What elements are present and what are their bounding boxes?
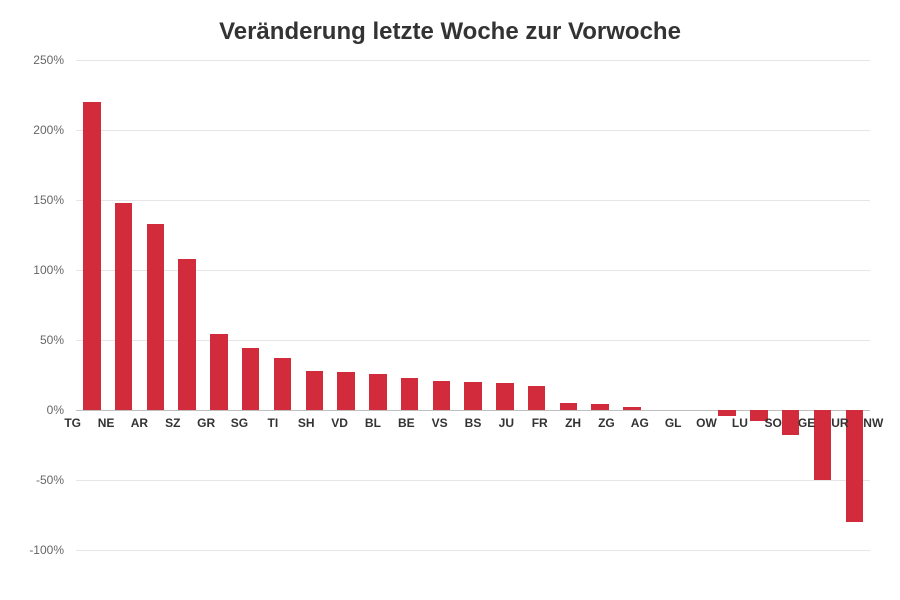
- x-tick-label: SG: [223, 416, 256, 430]
- bar-slot: [457, 60, 489, 550]
- bar-slot: [743, 60, 775, 550]
- bar-slot: [807, 60, 839, 550]
- y-tick-label: 200%: [33, 123, 64, 137]
- x-tick-label: NW: [857, 416, 890, 430]
- bar: [147, 224, 164, 410]
- bar-slot: [552, 60, 584, 550]
- bar-slot: [711, 60, 743, 550]
- x-tick-label: FR: [523, 416, 556, 430]
- plot-area: -100%-50%0%50%100%150%200%250%: [76, 60, 870, 550]
- x-tick-label: BE: [390, 416, 423, 430]
- x-tick-label: AG: [623, 416, 656, 430]
- x-tick-label: GE: [790, 416, 823, 430]
- bar: [623, 407, 640, 410]
- x-tick-label: VD: [323, 416, 356, 430]
- y-tick-label: -100%: [29, 543, 64, 557]
- bar: [337, 372, 354, 410]
- y-tick-label: -50%: [36, 473, 64, 487]
- x-tick-label: AR: [123, 416, 156, 430]
- y-tick-label: 250%: [33, 53, 64, 67]
- bar-slot: [394, 60, 426, 550]
- bar-slot: [267, 60, 299, 550]
- y-axis: -100%-50%0%50%100%150%200%250%: [20, 60, 70, 550]
- bar: [433, 381, 450, 410]
- bar: [178, 259, 195, 410]
- bar: [210, 334, 227, 410]
- bar-slot: [298, 60, 330, 550]
- bar: [718, 410, 735, 416]
- bar-slot: [171, 60, 203, 550]
- x-tick-label: BS: [456, 416, 489, 430]
- bar: [591, 404, 608, 410]
- gridline: [76, 550, 870, 551]
- x-tick-label: OW: [690, 416, 723, 430]
- x-tick-label: ZH: [556, 416, 589, 430]
- bar-slot: [680, 60, 712, 550]
- x-axis: TGNEARSZGRSGTISHVDBLBEVSBSJUFRZHZGAGGLOW…: [56, 416, 890, 430]
- bar-slot: [330, 60, 362, 550]
- bar: [242, 348, 259, 410]
- bar: [401, 378, 418, 410]
- bar-slot: [76, 60, 108, 550]
- x-tick-label: GR: [189, 416, 222, 430]
- x-tick-label: TI: [256, 416, 289, 430]
- bar-slot: [838, 60, 870, 550]
- bar: [528, 386, 545, 410]
- y-tick-label: 150%: [33, 193, 64, 207]
- x-tick-label: ZG: [590, 416, 623, 430]
- x-tick-label: SZ: [156, 416, 189, 430]
- bar: [560, 403, 577, 410]
- bar: [274, 358, 291, 410]
- bar-slot: [235, 60, 267, 550]
- bar-slot: [362, 60, 394, 550]
- bar-slot: [140, 60, 172, 550]
- chart-title: Veränderung letzte Woche zur Vorwoche: [20, 18, 880, 46]
- bar: [464, 382, 481, 410]
- bar-slot: [203, 60, 235, 550]
- x-tick-label: NE: [89, 416, 122, 430]
- x-tick-label: SO: [757, 416, 790, 430]
- x-tick-label: BL: [356, 416, 389, 430]
- bar-series: [76, 60, 870, 550]
- bar-slot: [584, 60, 616, 550]
- bar-slot: [425, 60, 457, 550]
- y-tick-label: 50%: [40, 333, 64, 347]
- x-tick-label: UR: [823, 416, 856, 430]
- x-tick-label: JU: [490, 416, 523, 430]
- bar: [306, 371, 323, 410]
- y-tick-label: 100%: [33, 263, 64, 277]
- x-tick-label: LU: [723, 416, 756, 430]
- bar-slot: [489, 60, 521, 550]
- chart-container: Veränderung letzte Woche zur Vorwoche -1…: [0, 0, 900, 600]
- bar: [83, 102, 100, 410]
- bar-slot: [616, 60, 648, 550]
- x-tick-label: SH: [290, 416, 323, 430]
- bar: [115, 203, 132, 410]
- bar-slot: [108, 60, 140, 550]
- bar-slot: [521, 60, 553, 550]
- bar: [369, 374, 386, 410]
- bar-slot: [775, 60, 807, 550]
- bar: [496, 383, 513, 410]
- x-tick-label: VS: [423, 416, 456, 430]
- x-tick-label: GL: [656, 416, 689, 430]
- bar-slot: [648, 60, 680, 550]
- x-tick-label: TG: [56, 416, 89, 430]
